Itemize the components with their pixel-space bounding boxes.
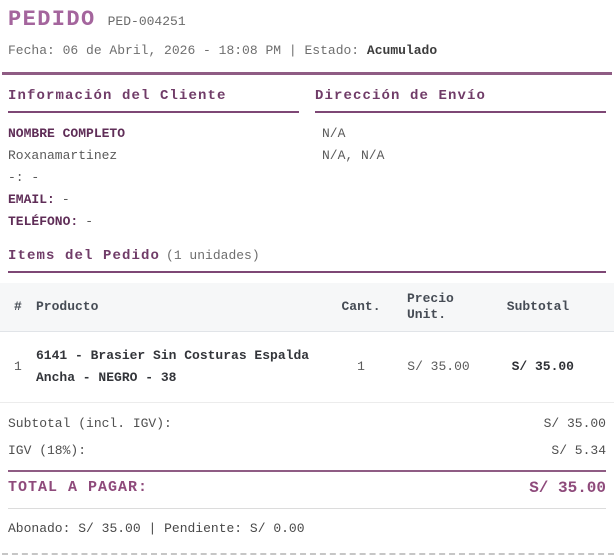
date-value: 06 de Abril, 2026 - 18:08 PM <box>62 43 282 58</box>
igv-label: IGV (18%): <box>8 443 87 458</box>
meta-separator: | <box>288 43 297 58</box>
total-divider <box>8 470 606 472</box>
client-phone-value: - <box>85 214 94 229</box>
subtotal-row: Subtotal (incl. IGV): S/ 35.00 <box>8 410 606 437</box>
igv-row: IGV (18%): S/ 5.34 <box>8 437 606 464</box>
shipping-section: Dirección de Envío N/A N/A, N/A <box>315 88 606 233</box>
shipping-line-2: N/A, N/A <box>322 148 385 163</box>
client-row-document: -: - <box>8 167 299 189</box>
client-email-value: - <box>61 192 70 207</box>
item-product-name: 6141 - Brasier Sin Costuras Espalda Anch… <box>30 331 331 403</box>
col-header-subtotal: Subtotal <box>486 283 614 332</box>
client-name-value: Roxanamartinez <box>8 148 118 163</box>
items-table: # Producto Cant. Precio Unit. Subtotal 1… <box>0 283 614 403</box>
abonado-value: S/ 35.00 <box>78 521 141 536</box>
payment-summary: Abonado: S/ 35.00 | Pendiente: S/ 0.00 <box>8 521 606 537</box>
item-subtotal: S/ 35.00 <box>486 331 614 403</box>
client-row-name-label: NOMBRE COMPLETO <box>8 123 299 145</box>
items-section-heading: Items del Pedido (1 unidades) <box>8 247 606 265</box>
subtotal-label: Subtotal (incl. IGV): <box>8 416 172 431</box>
shipping-heading: Dirección de Envío <box>315 88 487 104</box>
payment-divider <box>8 508 606 509</box>
client-document-value: -: - <box>8 170 40 185</box>
col-header-product: Producto <box>30 283 331 332</box>
client-phone-label: TELÉFONO: <box>8 214 79 229</box>
client-row-name-value: Roxanamartinez <box>8 145 299 167</box>
status-value: Acumulado <box>366 43 438 58</box>
col-header-index: # <box>0 283 30 332</box>
subtotal-value: S/ 35.00 <box>543 416 606 431</box>
table-row: 1 6141 - Brasier Sin Costuras Espalda An… <box>0 331 614 403</box>
status-label: Estado: <box>304 43 360 58</box>
client-info-heading: Información del Cliente <box>8 88 227 104</box>
items-heading-underline <box>8 271 606 273</box>
date-label: Fecha: <box>8 43 55 58</box>
order-header: PEDIDO PED-004251 <box>8 0 606 32</box>
payment-separator: | <box>148 521 157 536</box>
items-table-header-row: # Producto Cant. Precio Unit. Subtotal <box>0 283 614 332</box>
shipping-heading-underline <box>315 111 606 113</box>
totals-section: Subtotal (incl. IGV): S/ 35.00 IGV (18%)… <box>8 410 606 537</box>
order-number: PED-004251 <box>107 14 186 29</box>
page-title: PEDIDO <box>8 7 96 32</box>
item-unit-price: S/ 35.00 <box>391 331 486 403</box>
order-meta: Fecha: 06 de Abril, 2026 - 18:08 PM | Es… <box>8 43 606 59</box>
header-divider <box>2 72 612 75</box>
client-info-section: Información del Cliente NOMBRE COMPLETO … <box>8 88 299 233</box>
abonado-label: Abonado: <box>8 521 71 536</box>
igv-value: S/ 5.34 <box>551 443 606 458</box>
items-heading: Items del Pedido <box>8 248 161 264</box>
total-label: TOTAL A PAGAR: <box>8 479 149 496</box>
page-break-dashed-divider <box>2 553 614 555</box>
items-units-note: (1 unidades) <box>166 248 260 263</box>
pendiente-label: Pendiente: <box>164 521 243 536</box>
client-row-phone: TELÉFONO: - <box>8 211 299 233</box>
col-header-unit-price: Precio Unit. <box>391 283 486 332</box>
client-heading-underline <box>8 111 299 113</box>
total-row: TOTAL A PAGAR: S/ 35.00 <box>8 474 606 502</box>
pendiente-value: S/ 0.00 <box>249 521 305 536</box>
item-index: 1 <box>0 331 30 403</box>
client-email-label: EMAIL: <box>8 192 55 207</box>
shipping-line-1: N/A <box>322 126 346 141</box>
col-header-qty: Cant. <box>331 283 391 332</box>
client-name-label: NOMBRE COMPLETO <box>8 126 126 141</box>
client-row-email: EMAIL: - <box>8 189 299 211</box>
item-qty: 1 <box>331 331 391 403</box>
total-value: S/ 35.00 <box>529 479 606 497</box>
